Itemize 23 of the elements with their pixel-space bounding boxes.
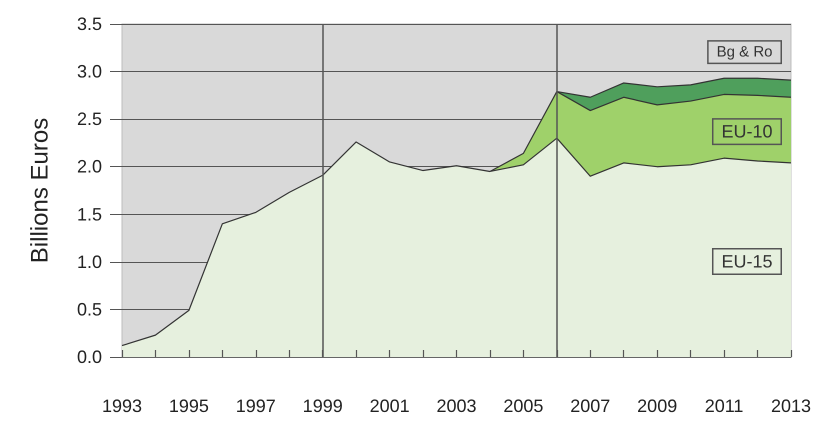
x-tick-label: 1995 [168, 396, 209, 416]
series-label: EU-15 [721, 251, 773, 272]
x-tick-label: 2007 [570, 396, 610, 416]
series-label: Bg & Ro [716, 44, 773, 61]
y-tick-label: 1.5 [76, 204, 102, 224]
x-tick-label: 2013 [770, 396, 811, 416]
y-tick-label: 3.5 [76, 14, 102, 34]
y-tick-label: 3.0 [76, 62, 102, 82]
series-label: EU-10 [721, 122, 773, 142]
x-tick-label: 2005 [503, 396, 544, 416]
y-tick-label: 2.5 [76, 109, 102, 130]
y-tick-label: 0.5 [76, 299, 102, 320]
x-tick-label: 2011 [704, 396, 744, 416]
x-tick-label: 2003 [436, 396, 477, 416]
y-tick-label: 1.0 [76, 252, 102, 272]
y-tick-label: 0.0 [76, 347, 102, 367]
x-tick-label: 2009 [637, 396, 678, 416]
y-tick-label: 2.0 [76, 156, 102, 177]
x-tick-label: 2001 [370, 396, 410, 416]
x-tick-label: 1999 [302, 396, 343, 416]
y-axis-title: Billions Euros [26, 118, 54, 264]
x-tick-label: 1997 [236, 396, 276, 416]
x-tick-label: 1993 [102, 396, 142, 416]
